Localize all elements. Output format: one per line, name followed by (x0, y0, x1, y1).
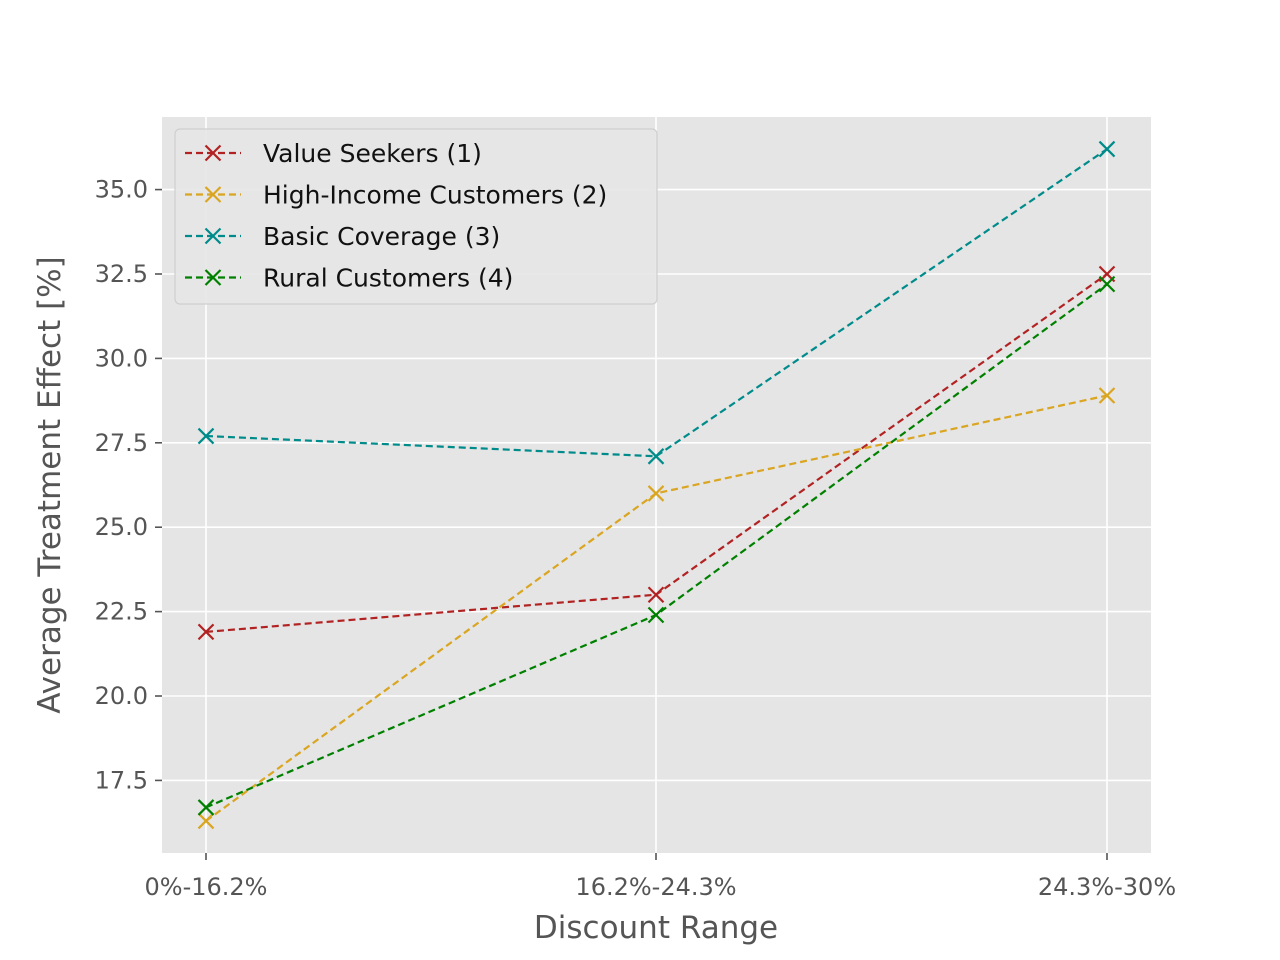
x-tick-label: 16.2%-24.3% (575, 873, 736, 901)
axis-ticks: 0%-16.2% 16.2%-24.3% 24.3%-30% 17.5 20.0 22.5… (95, 176, 1177, 901)
x-axis-label: Discount Range (534, 910, 778, 946)
y-tick-label: 20.0 (95, 682, 148, 710)
y-tick-label: 27.5 (95, 429, 148, 457)
data-point (647, 586, 665, 604)
series-2 (197, 387, 1116, 830)
legend-item: Rural Customers (4) (185, 264, 513, 293)
legend-marker (204, 144, 222, 162)
data-point (197, 799, 215, 816)
series-4 (197, 275, 1116, 816)
data-point (1098, 140, 1116, 158)
legend-label: Rural Customers (4) (263, 264, 513, 293)
legend-label: High-Income Customers (2) (263, 181, 607, 210)
data-point (647, 606, 665, 624)
x-tick-label: 0%-16.2% (145, 873, 268, 901)
y-tick-label: 25.0 (95, 513, 148, 541)
data-point (1098, 387, 1116, 404)
legend-item: Basic Coverage (3) (185, 222, 500, 251)
legend-box (174, 128, 658, 305)
legend-marker (204, 186, 222, 203)
legend-marker (204, 269, 222, 286)
legend-label: Basic Coverage (3) (263, 222, 500, 251)
data-point (197, 623, 215, 641)
series-line (205, 148, 1108, 458)
y-tick-label: 30.0 (95, 344, 148, 372)
series-1 (197, 265, 1116, 641)
y-tick-label: 22.5 (95, 598, 148, 626)
data-point (197, 812, 215, 830)
y-tick-label: 17.5 (95, 766, 148, 794)
legend-label: Value Seekers (1) (263, 139, 482, 168)
y-tick-label: 35.0 (95, 176, 148, 204)
legend: Value Seekers (1) High-Income Customers (… (174, 128, 658, 305)
series-3 (197, 140, 1116, 465)
data-point (647, 448, 665, 465)
legend-item: High-Income Customers (2) (185, 181, 607, 210)
y-axis-label: Average Treatment Effect [%] (32, 256, 68, 713)
data-point (1098, 275, 1116, 293)
legend-item: Value Seekers (1) (185, 139, 482, 168)
x-tick-label: 24.3%-30% (1038, 873, 1176, 901)
legend-marker (204, 227, 222, 245)
data-point (647, 485, 665, 502)
y-tick-label: 32.5 (95, 260, 148, 288)
series-layer (197, 140, 1116, 830)
data-point (197, 427, 215, 445)
